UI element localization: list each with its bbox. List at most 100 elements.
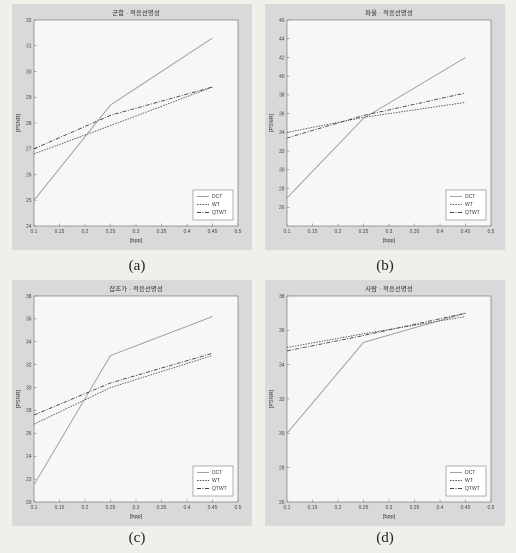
x-tick-label: 0.15 bbox=[308, 229, 318, 235]
legend-label: DCT bbox=[465, 470, 475, 476]
y-tick-label: 30 bbox=[279, 168, 285, 174]
y-tick-label: 44 bbox=[279, 37, 285, 43]
y-tick-label: 32 bbox=[279, 149, 285, 155]
x-tick-label: 0.35 bbox=[410, 229, 420, 235]
y-tick-label: 42 bbox=[279, 55, 285, 61]
x-tick-label: 0.5 bbox=[488, 505, 495, 511]
legend-label: WT bbox=[212, 478, 220, 484]
y-tick-label: 24 bbox=[26, 454, 32, 460]
series-line-wt bbox=[33, 86, 213, 155]
y-axis-label: [PSNR] bbox=[16, 389, 22, 408]
x-tick-label: 0.2 bbox=[82, 229, 89, 235]
y-tick-label: 26 bbox=[279, 205, 285, 211]
legend-label: WT bbox=[212, 202, 220, 208]
x-tick-label: 0.35 bbox=[410, 505, 420, 511]
caption-c: (c) bbox=[128, 530, 146, 546]
y-tick-label: 28 bbox=[26, 121, 32, 127]
x-tick-label: 0.25 bbox=[359, 505, 369, 511]
chart-panel-d: 사람 · 적응선명성 0.1 0.15 0.2 0.25 0.3 0.35 0.4 0.45 0.… bbox=[265, 280, 505, 526]
x-tick-label: 0.2 bbox=[335, 505, 342, 511]
series-line-qtwt bbox=[33, 352, 213, 416]
legend-label: WT bbox=[465, 202, 473, 208]
y-tick-label: 36 bbox=[279, 111, 285, 117]
y-tick-label: 24 bbox=[26, 224, 32, 230]
y-tick-label: 40 bbox=[279, 74, 285, 80]
x-axis-label: [bpp] bbox=[130, 514, 143, 520]
x-tick-label: 0.4 bbox=[184, 505, 191, 511]
x-tick-label: 0.25 bbox=[359, 229, 369, 235]
chart-a: 군함 · 적응선명성 0.1 0.15 0.2 0.25 0.3 0.35 0.4 0.45 0.… bbox=[12, 4, 252, 250]
y-tick-label: 32 bbox=[26, 18, 32, 24]
y-tick-label: 38 bbox=[279, 294, 285, 300]
series-line-dct bbox=[286, 312, 466, 434]
x-tick-label: 0.3 bbox=[386, 505, 393, 511]
x-tick-label: 0.3 bbox=[386, 229, 393, 235]
y-tick-label: 26 bbox=[26, 172, 32, 178]
x-axis-label: [bpp] bbox=[383, 514, 396, 520]
series-line-wt bbox=[33, 355, 213, 425]
y-axis-label: [PSNR] bbox=[269, 389, 275, 408]
series-line-qtwt bbox=[286, 92, 466, 139]
y-axis-label: [PSNR] bbox=[16, 113, 22, 132]
chart-title: 사람 · 적응선명성 bbox=[365, 284, 413, 293]
chart-panel-c: 잡초가 · 적응선명성 0.1 0.15 0.2 0.25 0.3 0.35 0.4 0.45 0… bbox=[12, 280, 252, 526]
chart-d: 사람 · 적응선명성 0.1 0.15 0.2 0.25 0.3 0.35 0.4 0.45 0.… bbox=[265, 280, 505, 526]
y-tick-label: 34 bbox=[26, 340, 32, 346]
x-tick-label: 0.35 bbox=[157, 505, 167, 511]
x-tick-label: 0.4 bbox=[437, 505, 444, 511]
y-tick-label: 27 bbox=[26, 147, 32, 153]
x-tick-label: 0.1 bbox=[284, 505, 291, 511]
x-tick-label: 0.2 bbox=[335, 229, 342, 235]
x-tick-label: 0.45 bbox=[461, 505, 471, 511]
x-axis-label: [bpp] bbox=[383, 238, 396, 244]
x-tick-label: 0.25 bbox=[106, 505, 116, 511]
legend-label: DCT bbox=[465, 194, 475, 200]
x-tick-label: 0.3 bbox=[133, 505, 140, 511]
y-tick-label: 32 bbox=[26, 362, 32, 368]
chart-c: 잡초가 · 적응선명성 0.1 0.15 0.2 0.25 0.3 0.35 0.4 0.45 0… bbox=[12, 280, 252, 526]
legend-box bbox=[192, 189, 234, 221]
legend-label: WT bbox=[465, 478, 473, 484]
legend-label: QTWT bbox=[465, 210, 480, 216]
y-tick-label: 36 bbox=[279, 328, 285, 334]
x-tick-label: 0.15 bbox=[55, 505, 65, 511]
y-tick-label: 31 bbox=[26, 44, 32, 50]
y-axis-label: [PSNR] bbox=[269, 113, 275, 132]
x-tick-label: 0.25 bbox=[106, 229, 116, 235]
x-tick-label: 0.2 bbox=[82, 505, 89, 511]
series-line-dct bbox=[286, 57, 466, 199]
x-tick-label: 0.5 bbox=[488, 229, 495, 235]
series-line-qtwt bbox=[33, 86, 213, 150]
y-tick-label: 46 bbox=[279, 18, 285, 24]
series-line-dct bbox=[33, 37, 213, 201]
y-tick-label: 34 bbox=[279, 130, 285, 136]
x-tick-label: 0.5 bbox=[235, 229, 242, 235]
x-tick-label: 0.15 bbox=[55, 229, 65, 235]
series-line-wt bbox=[286, 316, 466, 348]
legend-box bbox=[445, 465, 487, 497]
legend-box bbox=[192, 465, 234, 497]
chart-panel-a: 군함 · 적응선명성 0.1 0.15 0.2 0.25 0.3 0.35 0.4 0.45 0.… bbox=[12, 4, 252, 250]
y-tick-label: 20 bbox=[26, 500, 32, 506]
chart-b: 파울 · 적응선명성 0.1 0.15 0.2 0.25 0.3 0.35 0.4 0.45 0.… bbox=[265, 4, 505, 250]
x-tick-label: 0.4 bbox=[437, 229, 444, 235]
y-tick-label: 26 bbox=[279, 500, 285, 506]
chart-title: 군함 · 적응선명성 bbox=[112, 8, 160, 17]
x-tick-label: 0.1 bbox=[31, 505, 38, 511]
x-tick-label: 0.45 bbox=[208, 229, 218, 235]
x-tick-label: 0.4 bbox=[184, 229, 191, 235]
series-line-wt bbox=[286, 101, 466, 133]
y-tick-label: 29 bbox=[26, 95, 32, 101]
legend-label: DCT bbox=[212, 194, 222, 200]
x-tick-label: 0.45 bbox=[461, 229, 471, 235]
y-tick-label: 28 bbox=[279, 465, 285, 471]
caption-b: (b) bbox=[376, 258, 394, 274]
caption-a: (a) bbox=[128, 258, 146, 274]
y-tick-label: 32 bbox=[279, 397, 285, 403]
y-tick-label: 30 bbox=[279, 431, 285, 437]
x-tick-label: 0.1 bbox=[284, 229, 291, 235]
y-tick-label: 22 bbox=[26, 477, 32, 483]
x-axis-label: [bpp] bbox=[130, 238, 143, 244]
x-tick-label: 0.45 bbox=[208, 505, 218, 511]
legend-label: DCT bbox=[212, 470, 222, 476]
